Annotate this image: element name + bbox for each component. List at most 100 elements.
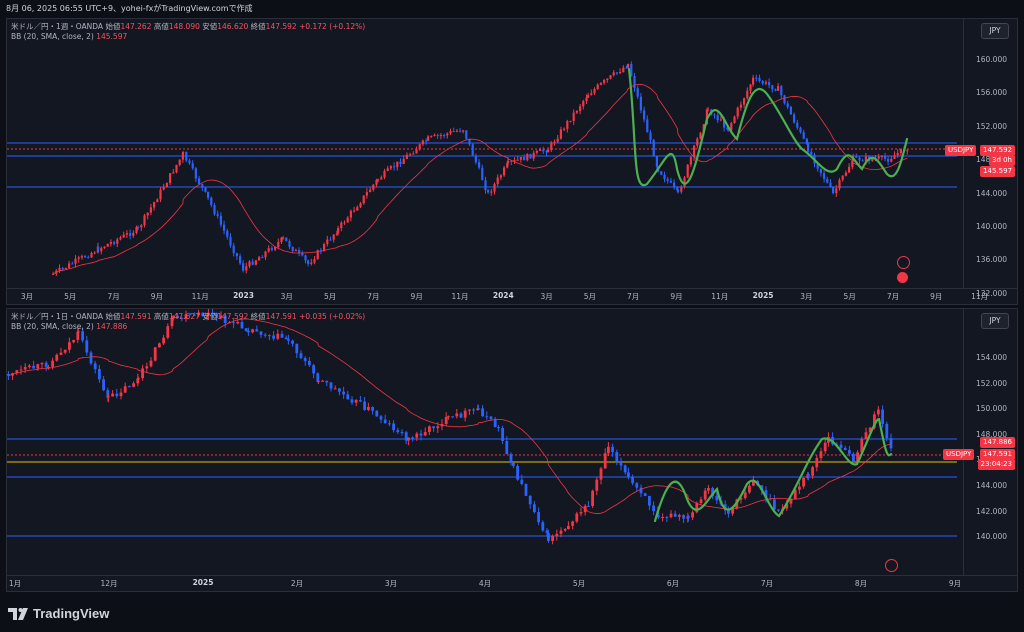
candle-body (349, 210, 352, 218)
candle-body (819, 451, 823, 459)
candle-body (519, 157, 522, 160)
candle-body (137, 378, 140, 380)
candle-body (678, 515, 681, 517)
candle-body (342, 391, 345, 395)
candle-body (396, 430, 400, 433)
flag-icon[interactable] (897, 272, 908, 283)
weekly-time-axis[interactable] (7, 288, 1017, 304)
candle-body (484, 180, 487, 191)
candle-body (301, 252, 304, 256)
candle-body (677, 190, 680, 192)
candle-body (240, 321, 244, 329)
daily-bb-legend[interactable]: BB (20, SMA, close, 2) 147.886 (11, 322, 128, 331)
candle-body (85, 340, 89, 353)
candle-body (727, 510, 730, 514)
weekly-currency-button[interactable]: JPY (981, 23, 1009, 39)
x-tick-label: 11月 (971, 292, 989, 301)
candle-body (210, 197, 213, 206)
x-tick-label: 9月 (670, 292, 683, 301)
weekly-chart-canvas[interactable] (7, 19, 1017, 304)
candle-body (159, 189, 162, 200)
candle-body (501, 427, 504, 442)
candle-body (793, 489, 797, 499)
weekly-bb-legend[interactable]: BB (20, SMA, close, 2) 145.597 (11, 32, 128, 41)
candle-body (633, 76, 636, 89)
candle-body (329, 239, 332, 241)
candle-body (149, 360, 153, 367)
candle-body (582, 100, 585, 107)
candle-body (556, 138, 559, 142)
candle-body (652, 505, 655, 512)
candle-body (242, 263, 245, 271)
candle-body (699, 499, 703, 503)
candle-body (295, 343, 299, 354)
candle-body (856, 452, 859, 463)
lightning-icon[interactable] (885, 559, 898, 572)
weekly-countdown: 3d 0h (988, 155, 1015, 166)
candle-body (100, 248, 103, 252)
candle-body (771, 85, 774, 90)
daily-currency-button[interactable]: JPY (981, 313, 1009, 329)
candle-body (510, 161, 513, 163)
candle-body (340, 222, 343, 229)
candle-body (211, 312, 214, 314)
candle-body (449, 131, 452, 134)
daily-chart-canvas[interactable] (7, 309, 1017, 591)
candle-body (864, 432, 868, 440)
candle-body (239, 256, 242, 264)
candle-body (683, 177, 686, 188)
candle-body (733, 116, 736, 124)
candle-body (839, 444, 843, 448)
candle-body (63, 349, 67, 353)
candle-body (789, 106, 792, 115)
candle-body (507, 161, 510, 163)
candle-body (270, 248, 273, 250)
candle-body (487, 190, 490, 193)
candle-body (380, 177, 383, 180)
candle-body (343, 222, 346, 224)
candle-body (245, 266, 248, 271)
x-tick-label: 9月 (410, 292, 423, 301)
candle-body (169, 173, 172, 183)
x-tick-label: 1月 (8, 579, 22, 588)
candle-body (877, 156, 880, 159)
candle-body (468, 409, 471, 411)
daily-chart-panel[interactable]: 米ドル／円・1日・OANDA 始値147.591 高値147.627 安値147… (6, 308, 1018, 592)
candle-body (635, 483, 639, 488)
candle-body (191, 163, 194, 169)
candle-body (251, 329, 254, 333)
candle-body (490, 191, 493, 193)
weekly-symbol-tag: USDJPY (945, 145, 977, 156)
candle-body (350, 399, 354, 403)
candle-body (478, 162, 481, 168)
chart-header: 8月 06, 2025 06:55 UTC+9、yohei-fxがTrading… (0, 0, 1024, 18)
candle-body (87, 257, 90, 259)
x-tick-label: 8月 (854, 579, 868, 588)
candle-body (752, 77, 755, 85)
candle-body (462, 130, 465, 132)
candle-body (316, 373, 320, 382)
x-tick-label: 2025 (752, 291, 774, 300)
candle-body (657, 515, 660, 518)
candle-body (98, 369, 101, 380)
candle-body (232, 245, 235, 254)
weekly-close: 147.592 (265, 22, 297, 31)
candle-body (436, 426, 440, 429)
candle-body (317, 380, 320, 382)
lightning-icon[interactable] (897, 256, 910, 269)
candle-body (758, 77, 761, 81)
candle-body (599, 82, 602, 85)
candle-body (696, 138, 699, 146)
candle-body (185, 151, 188, 161)
candle-body (743, 492, 747, 499)
weekly-chart-panel[interactable]: 米ドル／円・1週・OANDA 始値147.262 高値148.090 安値146… (6, 18, 1018, 305)
candle-body (226, 230, 229, 237)
candle-body (680, 187, 683, 192)
candle-body (606, 78, 609, 81)
candle-body (216, 214, 219, 216)
candle-body (713, 114, 716, 116)
daily-time-axis[interactable] (7, 575, 1017, 591)
candle-body (346, 394, 350, 400)
y-tick-label: 140.000 (975, 222, 1007, 231)
candle-body (559, 129, 562, 139)
